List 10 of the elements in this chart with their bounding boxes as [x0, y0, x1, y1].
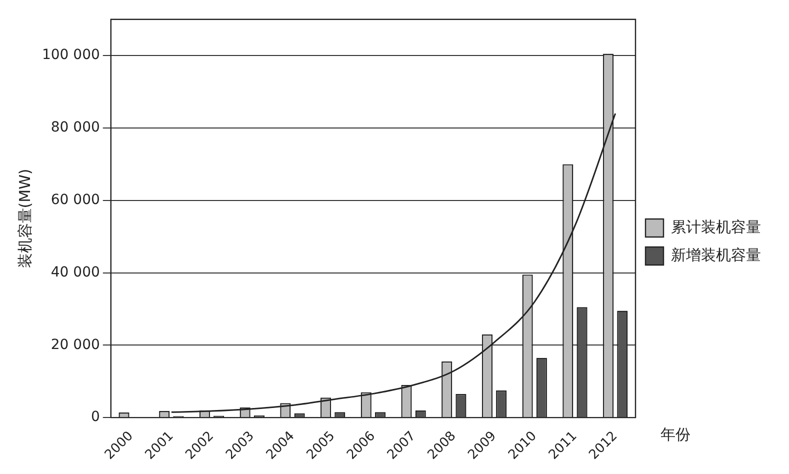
legend-label: 新增装机容量	[671, 246, 761, 264]
legend-label: 累计装机容量	[671, 218, 761, 236]
y-tick-label: 40 000	[50, 264, 100, 280]
y-tick-label: 100 000	[42, 47, 100, 64]
y-tick-label: 80 000	[50, 120, 100, 136]
y-tick-label: 60 000	[50, 192, 100, 208]
y-tick-label: 0	[90, 409, 100, 426]
y-tick-label: 20 000	[50, 336, 100, 353]
y-axis-title: 装机容量(MW)	[16, 168, 34, 268]
x-axis-title: 年份	[660, 425, 690, 444]
